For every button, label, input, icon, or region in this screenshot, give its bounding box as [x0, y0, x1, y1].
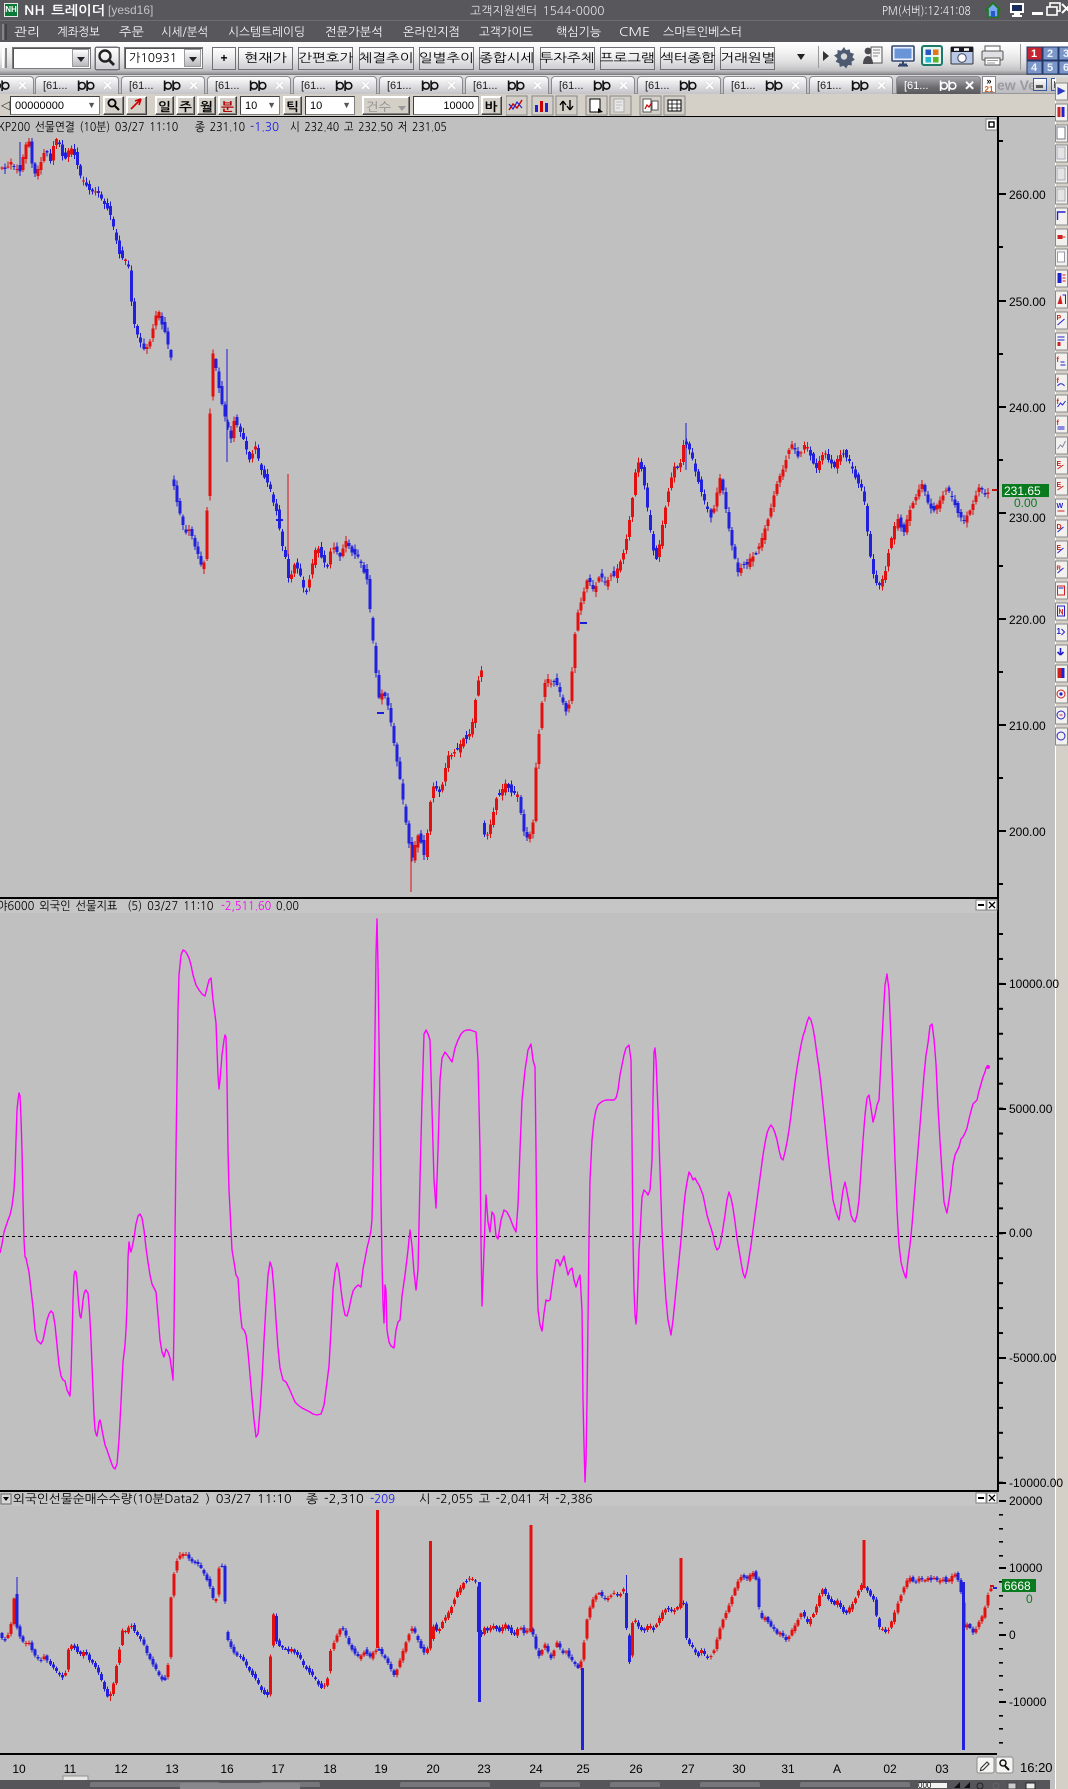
- svg-text:240.00: 240.00: [1009, 401, 1046, 415]
- svg-text:26: 26: [629, 1762, 643, 1776]
- svg-text:4: 4: [1031, 62, 1038, 74]
- svg-text:0.00: 0.00: [1014, 496, 1038, 510]
- svg-text:6668: 6668: [1004, 1579, 1031, 1593]
- svg-text:10000: 10000: [1009, 1561, 1043, 1575]
- svg-text:1: 1: [1057, 627, 1062, 636]
- svg-text:0: 0: [1026, 1592, 1033, 1606]
- svg-text:E: E: [1057, 461, 1062, 468]
- svg-text:260.00: 260.00: [1009, 188, 1046, 202]
- svg-text:23: 23: [477, 1762, 491, 1776]
- svg-text:1: 1: [1031, 48, 1037, 60]
- svg-text:31: 31: [781, 1762, 795, 1776]
- svg-text:20000: 20000: [1009, 1494, 1043, 1508]
- svg-text:19: 19: [374, 1762, 388, 1776]
- svg-text:24: 24: [529, 1762, 543, 1776]
- svg-text:220.00: 220.00: [1009, 613, 1046, 627]
- svg-text:10: 10: [12, 1762, 26, 1776]
- svg-text:6: 6: [1063, 62, 1068, 74]
- svg-text:210.00: 210.00: [1009, 719, 1046, 733]
- svg-text:25: 25: [576, 1762, 590, 1776]
- svg-text:R: R: [1057, 566, 1062, 572]
- svg-text:20: 20: [426, 1762, 440, 1776]
- svg-text:3: 3: [1063, 48, 1068, 60]
- svg-text:30: 30: [732, 1762, 746, 1776]
- svg-text:5000.00: 5000.00: [1009, 1102, 1053, 1116]
- svg-text:A: A: [833, 1762, 841, 1776]
- svg-text:f: f: [1057, 357, 1060, 364]
- svg-text:2: 2: [1047, 48, 1053, 60]
- svg-text:W: W: [1057, 503, 1064, 510]
- svg-text:-5000.00: -5000.00: [1009, 1351, 1057, 1365]
- svg-text:12: 12: [114, 1762, 128, 1776]
- svg-text:02: 02: [883, 1762, 897, 1776]
- svg-text:f: f: [1057, 378, 1060, 385]
- svg-text:P: P: [1057, 315, 1062, 322]
- svg-text:-10000.00: -10000.00: [1009, 1476, 1063, 1490]
- svg-text:f: f: [1057, 420, 1060, 427]
- svg-text:-10000: -10000: [1009, 1695, 1047, 1709]
- svg-text:230.00: 230.00: [1009, 511, 1046, 525]
- svg-text:0: 0: [1009, 1628, 1016, 1642]
- svg-text:11: 11: [64, 1762, 77, 1776]
- svg-text:03: 03: [935, 1762, 949, 1776]
- svg-text:231.65: 231.65: [1004, 484, 1041, 498]
- svg-text:0.00: 0.00: [1009, 1226, 1033, 1240]
- svg-text:27: 27: [681, 1762, 695, 1776]
- svg-text:f: f: [1057, 399, 1060, 406]
- svg-text:16:20: 16:20: [1020, 1760, 1053, 1775]
- svg-text:16: 16: [220, 1762, 234, 1776]
- svg-text:18: 18: [323, 1762, 337, 1776]
- svg-text:5: 5: [1047, 62, 1053, 74]
- svg-text:E: E: [1057, 545, 1062, 552]
- svg-text:D: D: [1057, 524, 1062, 531]
- svg-text:200.00: 200.00: [1009, 825, 1046, 839]
- svg-text:10000.00: 10000.00: [1009, 977, 1059, 991]
- svg-text:E: E: [1057, 482, 1062, 489]
- svg-text:250.00: 250.00: [1009, 295, 1046, 309]
- svg-text:17: 17: [271, 1762, 285, 1776]
- svg-text:13: 13: [165, 1762, 179, 1776]
